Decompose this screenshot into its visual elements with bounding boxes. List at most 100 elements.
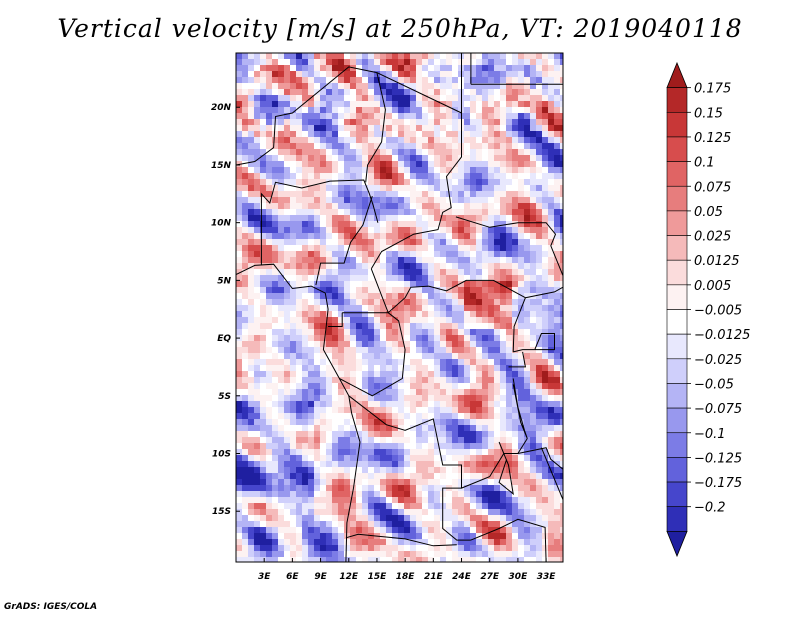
field-cell	[506, 449, 513, 456]
field-cell	[260, 473, 267, 480]
field-cell	[308, 455, 315, 462]
field-cell	[476, 353, 483, 360]
field-cell	[446, 275, 453, 282]
field-cell	[416, 407, 423, 414]
field-cell	[320, 509, 327, 516]
field-cell	[302, 329, 309, 336]
field-cell	[284, 245, 291, 252]
field-cell	[266, 407, 273, 414]
field-cell	[488, 425, 495, 432]
field-cell	[308, 323, 315, 330]
field-cell	[512, 233, 519, 240]
field-cell	[554, 479, 561, 486]
field-cell	[356, 419, 363, 426]
field-cell	[416, 551, 423, 558]
field-cell	[434, 149, 441, 156]
field-cell	[476, 317, 483, 324]
field-cell	[320, 251, 327, 258]
field-cell	[554, 269, 561, 276]
field-cell	[386, 71, 393, 78]
field-cell	[554, 239, 561, 246]
field-cell	[344, 533, 351, 540]
field-cell	[350, 335, 357, 342]
field-cell	[284, 317, 291, 324]
field-cell	[536, 101, 543, 108]
field-cell	[548, 491, 555, 498]
field-cell	[308, 239, 315, 246]
field-cell	[380, 515, 387, 522]
field-cell	[266, 329, 273, 336]
field-cell	[428, 533, 435, 540]
field-cell	[260, 209, 267, 216]
field-cell	[500, 107, 507, 114]
field-cell	[512, 509, 519, 516]
field-cell	[494, 539, 501, 546]
field-cell	[272, 455, 279, 462]
field-cell	[518, 71, 525, 78]
field-cell	[548, 407, 555, 414]
field-cell	[266, 77, 273, 84]
field-cell	[290, 143, 297, 150]
field-cell	[314, 359, 321, 366]
field-cell	[434, 131, 441, 138]
field-cell	[500, 443, 507, 450]
field-cell	[428, 539, 435, 546]
field-cell	[320, 71, 327, 78]
field-cell	[434, 407, 441, 414]
field-cell	[404, 437, 411, 444]
field-cell	[302, 491, 309, 498]
field-cell	[410, 515, 417, 522]
field-cell	[434, 293, 441, 300]
field-cell	[344, 113, 351, 120]
field-cell	[254, 197, 261, 204]
field-cell	[308, 245, 315, 252]
field-cell	[368, 479, 375, 486]
field-cell	[356, 407, 363, 414]
field-cell	[560, 359, 563, 366]
field-cell	[254, 101, 261, 108]
field-cell	[416, 323, 423, 330]
field-cell	[440, 185, 447, 192]
field-cell	[464, 329, 471, 336]
field-cell	[254, 119, 261, 126]
field-cell	[266, 413, 273, 420]
field-cell	[242, 131, 249, 138]
field-cell	[338, 401, 345, 408]
field-cell	[518, 545, 525, 552]
field-cell	[488, 203, 495, 210]
field-cell	[308, 365, 315, 372]
field-cell	[344, 365, 351, 372]
field-cell	[518, 257, 525, 264]
field-cell	[428, 329, 435, 336]
field-cell	[464, 503, 471, 510]
field-cell	[494, 323, 501, 330]
field-cell	[278, 485, 285, 492]
field-cell	[506, 533, 513, 540]
field-cell	[314, 443, 321, 450]
field-cell	[254, 317, 261, 324]
field-cell	[440, 251, 447, 258]
field-cell	[278, 179, 285, 186]
field-cell	[380, 383, 387, 390]
field-cell	[434, 323, 441, 330]
field-cell	[494, 155, 501, 162]
field-cell	[554, 281, 561, 288]
field-cell	[290, 53, 297, 60]
field-cell	[512, 479, 519, 486]
field-cell	[296, 137, 303, 144]
field-cell	[362, 125, 369, 132]
field-cell	[374, 407, 381, 414]
field-cell	[398, 197, 405, 204]
field-cell	[482, 233, 489, 240]
field-cell	[446, 203, 453, 210]
field-cell	[374, 359, 381, 366]
field-cell	[536, 353, 543, 360]
field-cell	[530, 509, 537, 516]
field-cell	[350, 371, 357, 378]
field-cell	[464, 299, 471, 306]
field-cell	[296, 527, 303, 534]
field-cell	[410, 467, 417, 474]
field-cell	[548, 557, 555, 562]
field-cell	[332, 251, 339, 258]
field-cell	[368, 89, 375, 96]
